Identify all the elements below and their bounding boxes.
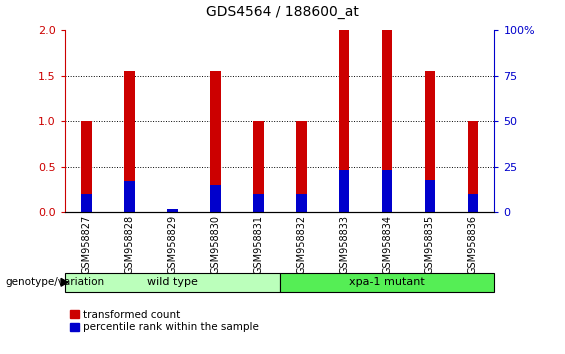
- Legend: transformed count, percentile rank within the sample: transformed count, percentile rank withi…: [70, 310, 259, 332]
- Bar: [382, 171, 392, 212]
- Bar: [296, 194, 306, 212]
- Bar: [467, 194, 478, 212]
- Bar: [65, 273, 280, 292]
- Bar: [124, 71, 134, 212]
- Bar: [210, 185, 220, 212]
- Bar: [167, 209, 177, 212]
- Text: wild type: wild type: [147, 277, 198, 287]
- Bar: [253, 121, 263, 212]
- Bar: [280, 273, 494, 292]
- Bar: [338, 171, 349, 212]
- Bar: [425, 179, 435, 212]
- Polygon shape: [61, 278, 68, 286]
- Text: xpa-1 mutant: xpa-1 mutant: [349, 277, 425, 287]
- Text: genotype/variation: genotype/variation: [6, 277, 105, 287]
- Bar: [382, 30, 392, 212]
- Bar: [467, 121, 478, 212]
- Bar: [81, 194, 92, 212]
- Bar: [338, 30, 349, 212]
- Bar: [296, 121, 306, 212]
- Bar: [124, 181, 134, 212]
- Text: GDS4564 / 188600_at: GDS4564 / 188600_at: [206, 5, 359, 19]
- Bar: [81, 121, 92, 212]
- Bar: [253, 194, 263, 212]
- Bar: [210, 71, 220, 212]
- Bar: [425, 71, 435, 212]
